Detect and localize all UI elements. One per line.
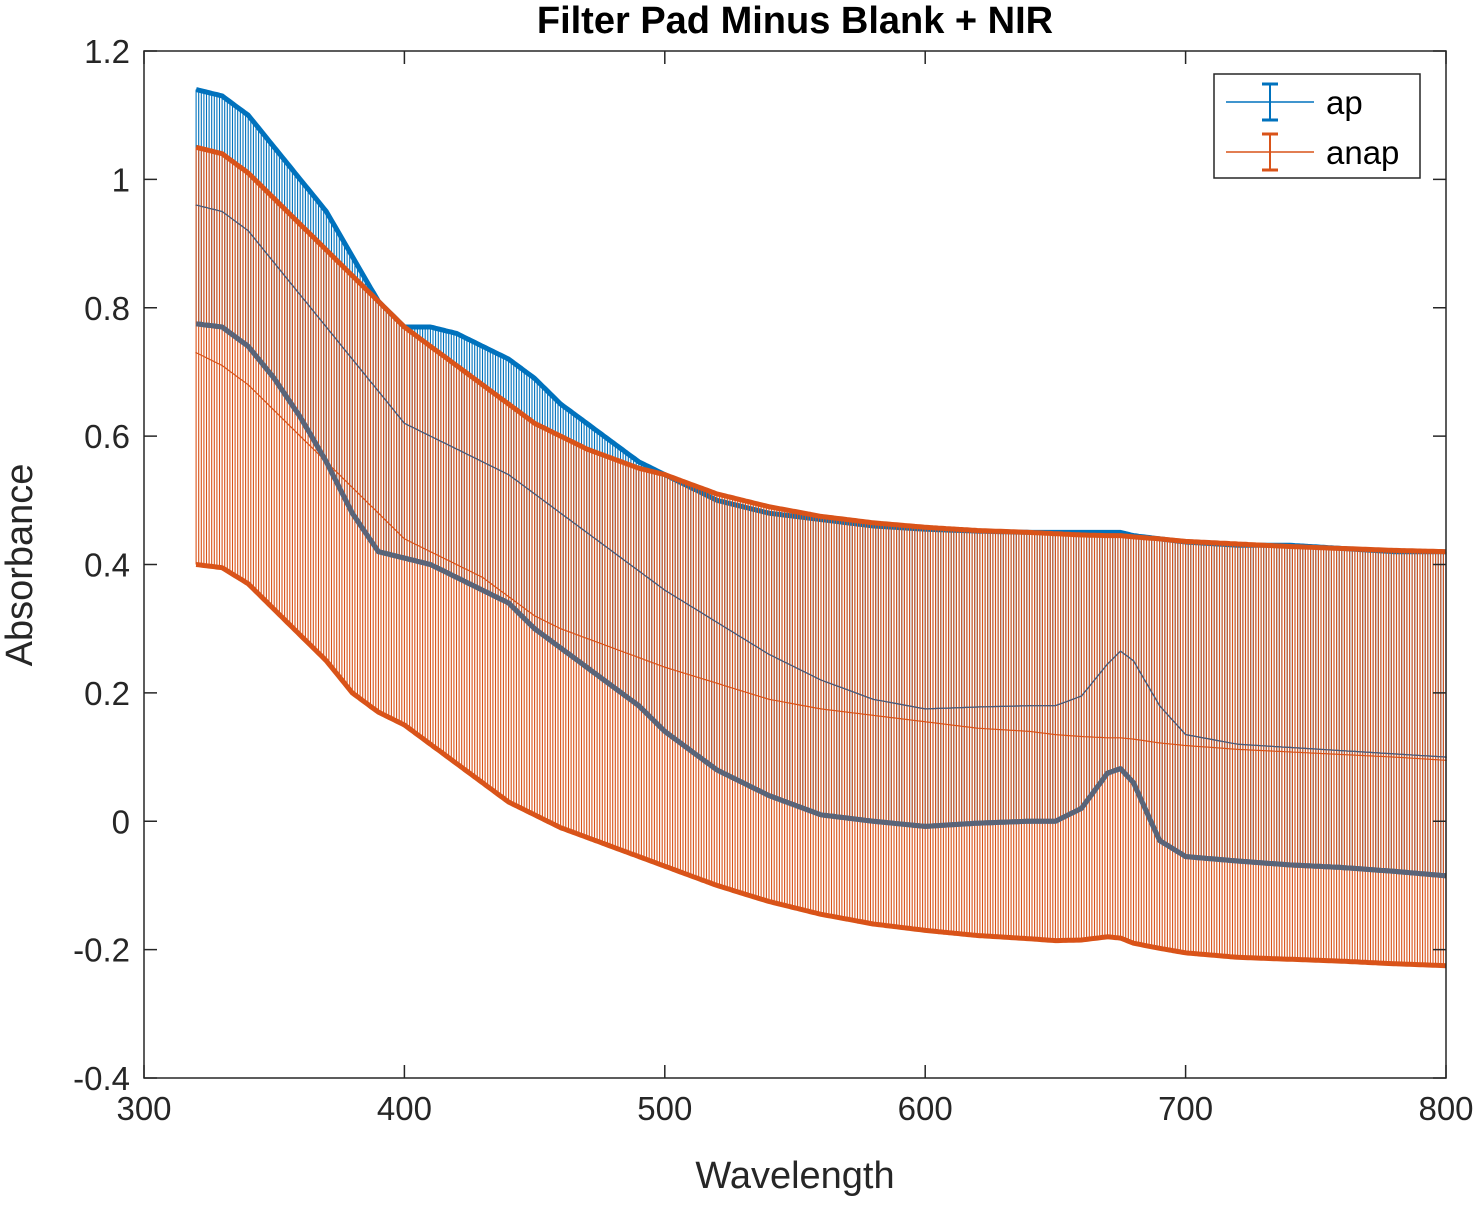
x-tick-label: 700 xyxy=(1158,1090,1213,1127)
data-point-anap xyxy=(768,698,770,701)
data-point-anap xyxy=(351,486,354,489)
x-axis-label: Wavelength xyxy=(695,1155,894,1197)
data-point-anap xyxy=(377,512,380,514)
data-point-anap xyxy=(1341,753,1343,756)
data-point-anap xyxy=(1158,742,1161,744)
y-tick-label: 1.2 xyxy=(84,33,130,70)
data-point-anap xyxy=(533,615,536,617)
y-tick-label: 0.8 xyxy=(84,290,130,327)
y-tick-label: -0.4 xyxy=(73,1060,130,1097)
data-point-anap xyxy=(611,647,614,649)
y-tick-label: 0.4 xyxy=(84,547,130,584)
data-point-anap xyxy=(559,627,562,630)
data-point-anap xyxy=(507,595,510,598)
legend-item-ap[interactable]: ap xyxy=(1226,82,1363,122)
x-tick-label: 800 xyxy=(1418,1090,1473,1127)
data-point-anap xyxy=(455,563,458,566)
y-tick-label: 0.6 xyxy=(84,418,130,455)
plot-area xyxy=(195,87,1447,969)
data-point-anap xyxy=(1080,735,1083,738)
data-point-anap xyxy=(976,727,979,729)
x-tick-label: 300 xyxy=(116,1090,171,1127)
chart-title: Filter Pad Minus Blank + NIR xyxy=(537,0,1053,42)
x-tick-label: 600 xyxy=(898,1090,953,1127)
data-point-anap xyxy=(1028,730,1031,733)
axes: 300 400 500 600 700 800 -0.4 -0.2 0 0.2 0.4 0.6 0.8 1… xyxy=(73,33,1473,1127)
legend-item-anap[interactable]: anap xyxy=(1226,132,1399,172)
data-point-anap xyxy=(664,666,666,668)
data-point-anap xyxy=(716,682,718,684)
data-point-anap xyxy=(403,538,406,540)
legend-box xyxy=(1213,73,1421,179)
data-point-anap xyxy=(872,714,874,717)
data-point-anap xyxy=(924,721,926,723)
errorbar-caps-upper-anap xyxy=(195,144,1447,555)
errorbar-caps-lower-anap xyxy=(195,562,1447,969)
y-axis-label: Absorbance xyxy=(0,464,41,667)
errorbars-anap xyxy=(195,144,1447,969)
legend-label: anap xyxy=(1326,134,1399,171)
data-point-anap xyxy=(429,550,432,553)
errorbar-whiskers-anap xyxy=(195,147,1447,966)
data-point-anap xyxy=(820,708,822,710)
y-tick-label: -0.2 xyxy=(73,932,130,969)
data-point-anap xyxy=(638,656,640,659)
data-point-anap xyxy=(247,384,249,386)
data-point-anap xyxy=(195,351,197,354)
data-point-anap xyxy=(1236,748,1239,751)
data-point-anap xyxy=(1393,756,1395,758)
data-point-anap xyxy=(481,576,484,579)
errorbar-caps-lower-overlay-ap xyxy=(195,321,1447,879)
data-point-anap xyxy=(299,435,302,437)
legend[interactable]: ap anap xyxy=(1213,73,1421,179)
data-point-anap xyxy=(1054,733,1057,736)
y-tick-label: 1 xyxy=(112,161,130,198)
data-point-anap xyxy=(1106,737,1109,739)
data-point-anap xyxy=(585,637,588,640)
series-anap xyxy=(195,144,1447,969)
data-point-anap xyxy=(1184,744,1187,747)
x-tick-label: 500 xyxy=(637,1090,692,1127)
y-tick-label: 0 xyxy=(112,803,130,840)
data-point-anap xyxy=(221,364,223,367)
x-tick-label: 400 xyxy=(377,1090,432,1127)
data-point-anap xyxy=(273,409,276,412)
mean-line-overlay-ap xyxy=(195,204,1447,758)
y-tick-label: 0.2 xyxy=(84,675,130,712)
data-point-anap xyxy=(1289,751,1291,753)
data-point-anap xyxy=(1119,737,1122,739)
legend-label: ap xyxy=(1326,84,1363,121)
data-point-anap xyxy=(1132,738,1135,740)
